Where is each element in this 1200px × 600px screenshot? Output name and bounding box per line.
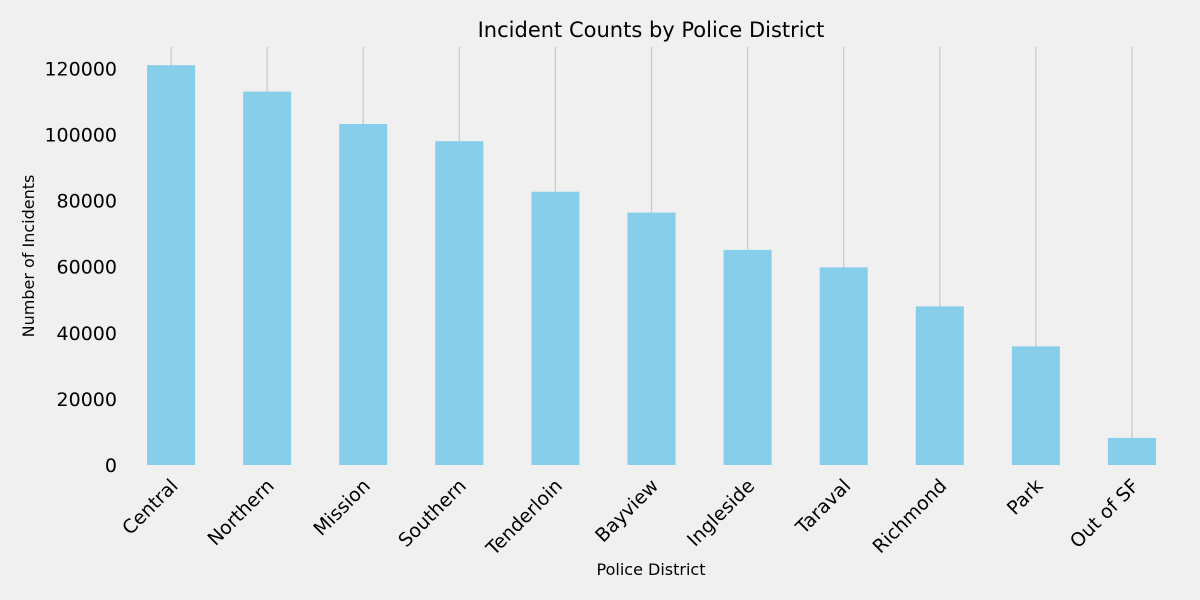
- y-axis-label: Number of Incidents: [19, 175, 38, 338]
- bar-northern: [243, 91, 292, 465]
- bar-taraval: [819, 267, 868, 465]
- x-axis-label: Police District: [597, 560, 706, 579]
- y-tick-label: 0: [105, 455, 117, 477]
- y-tick-labels: 0 20000 40000 60000 80000 100000 120000: [44, 58, 117, 477]
- bar-richmond: [915, 306, 964, 465]
- y-tick-label: 40000: [57, 323, 117, 345]
- y-tick-label: 100000: [44, 125, 117, 147]
- bar-park: [1011, 346, 1060, 465]
- bar-tenderloin: [531, 191, 580, 465]
- bar-mission: [339, 123, 388, 465]
- y-tick-label: 120000: [44, 58, 117, 80]
- bar-bayview: [627, 212, 676, 465]
- bars: [147, 65, 1156, 465]
- bar-southern: [435, 141, 484, 465]
- y-tick-label: 80000: [57, 191, 117, 213]
- y-tick-label: 60000: [57, 257, 117, 279]
- chart-title: Incident Counts by Police District: [478, 18, 825, 42]
- bar-ingleside: [723, 249, 772, 465]
- y-tick-label: 20000: [57, 389, 117, 411]
- bar-out-of-sf: [1107, 437, 1156, 465]
- bar-central: [147, 65, 196, 465]
